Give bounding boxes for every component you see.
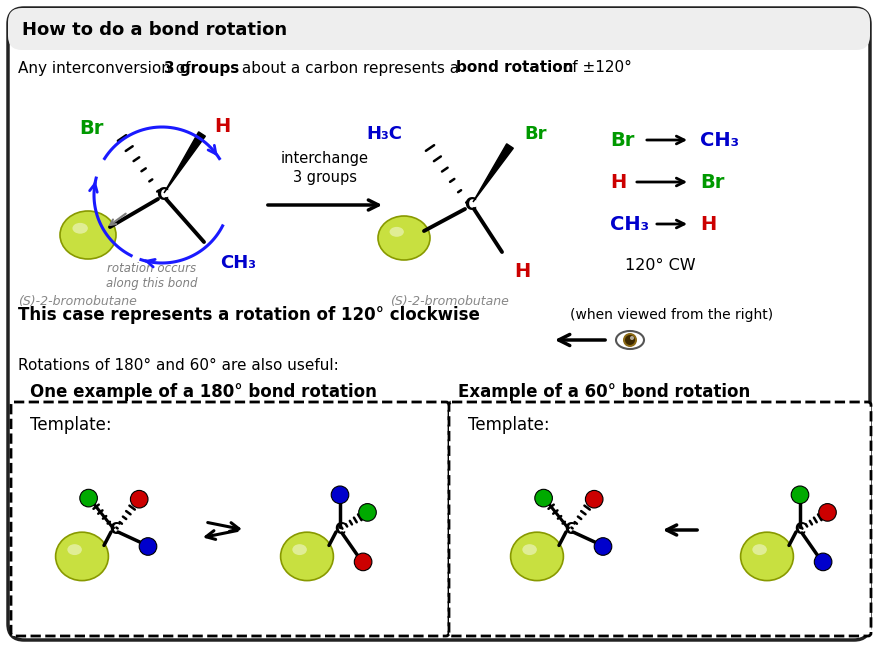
Ellipse shape xyxy=(55,532,108,581)
Text: Example of a 60° bond rotation: Example of a 60° bond rotation xyxy=(458,383,749,401)
Text: 120° CW: 120° CW xyxy=(624,257,695,273)
Text: (S)-2-bromobutane: (S)-2-bromobutane xyxy=(18,295,137,308)
Circle shape xyxy=(534,489,552,507)
Ellipse shape xyxy=(68,544,82,555)
Circle shape xyxy=(359,503,376,521)
Text: of ±120°: of ±120° xyxy=(558,60,631,76)
Text: H: H xyxy=(610,172,625,192)
Circle shape xyxy=(817,503,836,521)
Circle shape xyxy=(790,486,808,503)
Circle shape xyxy=(585,491,602,508)
Circle shape xyxy=(630,336,633,340)
FancyBboxPatch shape xyxy=(8,8,869,50)
Circle shape xyxy=(594,538,611,555)
Text: Br: Br xyxy=(524,125,545,143)
Text: Any interconversion of: Any interconversion of xyxy=(18,60,196,76)
Text: 3 groups: 3 groups xyxy=(164,60,239,76)
Circle shape xyxy=(624,335,634,345)
Text: H: H xyxy=(214,117,230,135)
Text: about a carbon represents a: about a carbon represents a xyxy=(237,60,463,76)
Ellipse shape xyxy=(623,333,637,347)
Text: How to do a bond rotation: How to do a bond rotation xyxy=(22,21,287,39)
Circle shape xyxy=(331,486,348,503)
Ellipse shape xyxy=(522,544,536,555)
Circle shape xyxy=(813,553,831,571)
Text: C: C xyxy=(334,522,346,537)
Text: One example of a 180° bond rotation: One example of a 180° bond rotation xyxy=(30,383,376,401)
Ellipse shape xyxy=(292,544,307,555)
Text: C: C xyxy=(156,186,168,204)
Text: H: H xyxy=(513,262,530,281)
Ellipse shape xyxy=(510,532,563,581)
Text: Br: Br xyxy=(699,172,724,192)
Text: Template:: Template: xyxy=(467,416,549,434)
Ellipse shape xyxy=(752,544,766,555)
FancyBboxPatch shape xyxy=(8,8,869,640)
Ellipse shape xyxy=(73,223,88,234)
Text: rotation occurs
along this bond: rotation occurs along this bond xyxy=(106,262,197,290)
Ellipse shape xyxy=(616,331,643,349)
FancyBboxPatch shape xyxy=(11,402,448,636)
Text: H: H xyxy=(699,214,716,233)
Polygon shape xyxy=(164,132,205,193)
Text: (S)-2-bromobutane: (S)-2-bromobutane xyxy=(389,295,509,308)
FancyBboxPatch shape xyxy=(448,402,870,636)
Text: H₃C: H₃C xyxy=(366,125,402,143)
Circle shape xyxy=(139,538,157,555)
Text: C: C xyxy=(794,522,804,537)
Text: interchange
3 groups: interchange 3 groups xyxy=(281,152,368,185)
Text: Rotations of 180° and 60° are also useful:: Rotations of 180° and 60° are also usefu… xyxy=(18,358,339,373)
Circle shape xyxy=(80,489,97,507)
Text: CH₃: CH₃ xyxy=(699,130,738,150)
Text: CH₃: CH₃ xyxy=(610,214,648,233)
Text: CH₃: CH₃ xyxy=(220,254,256,272)
Text: This case represents a rotation of 120° clockwise: This case represents a rotation of 120° … xyxy=(18,306,480,324)
Circle shape xyxy=(354,553,372,571)
Text: Template:: Template: xyxy=(30,416,111,434)
Text: C: C xyxy=(463,196,475,214)
Text: C: C xyxy=(564,522,575,537)
Circle shape xyxy=(131,491,148,508)
Polygon shape xyxy=(473,144,513,202)
Text: Br: Br xyxy=(80,119,103,137)
Ellipse shape xyxy=(389,227,403,237)
Text: Br: Br xyxy=(610,130,634,150)
Ellipse shape xyxy=(60,211,116,259)
Text: (when viewed from the right): (when viewed from the right) xyxy=(569,308,773,322)
Ellipse shape xyxy=(281,532,333,581)
Ellipse shape xyxy=(740,532,793,581)
Text: bond rotation: bond rotation xyxy=(455,60,573,76)
Text: C: C xyxy=(110,522,120,537)
Ellipse shape xyxy=(378,216,430,260)
